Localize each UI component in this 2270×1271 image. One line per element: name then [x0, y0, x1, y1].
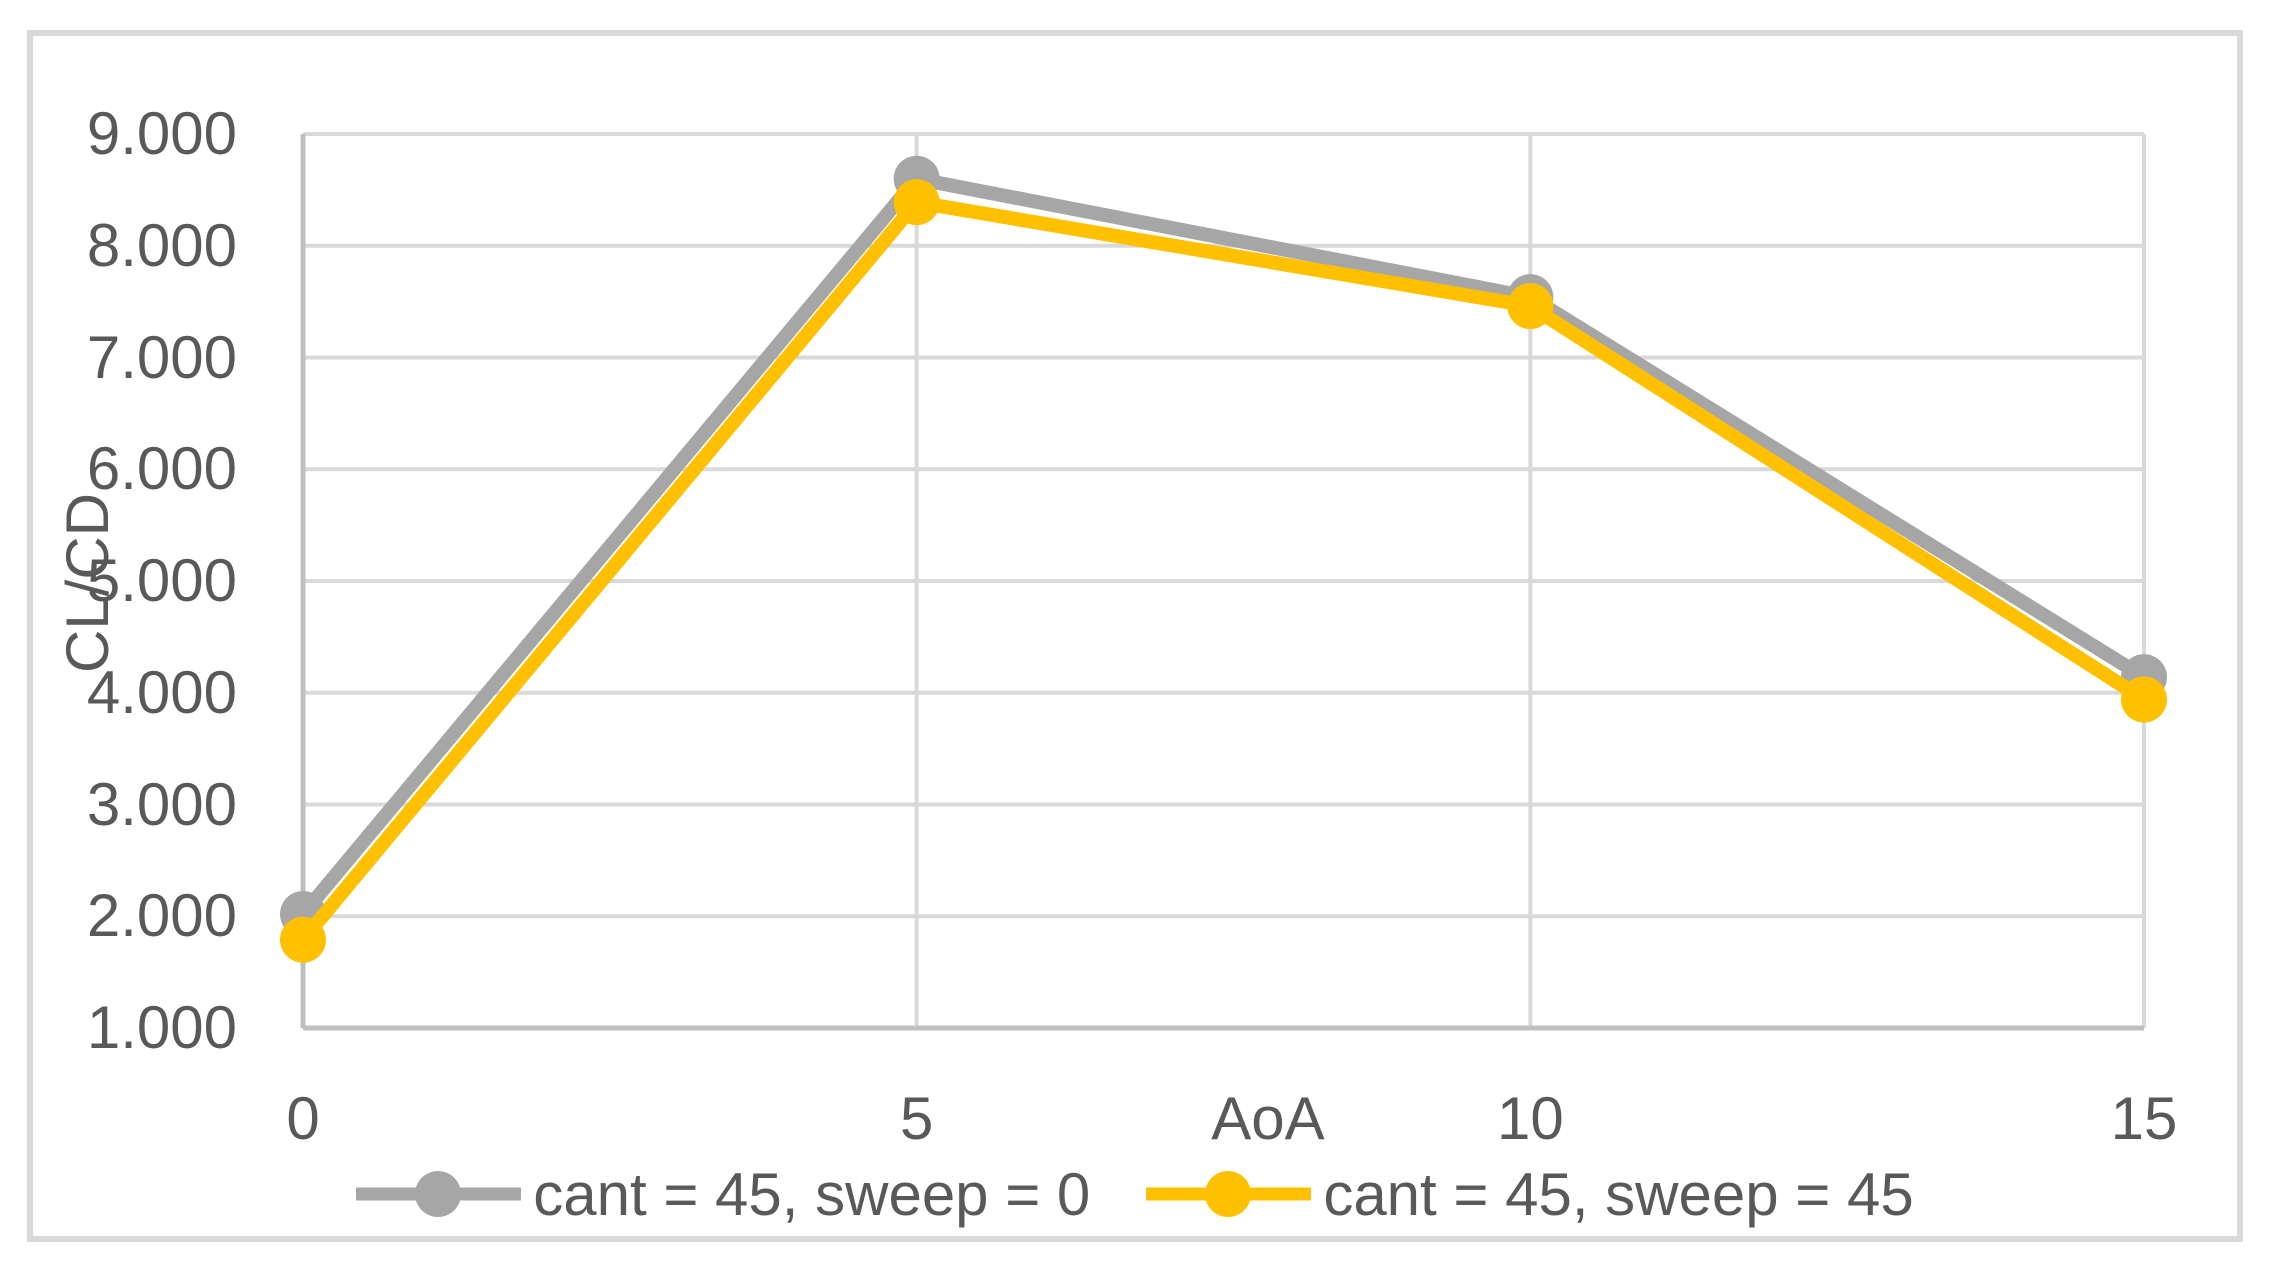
- y-tick-label: 1.000: [86, 994, 237, 1061]
- y-tick-label: 4.000: [86, 658, 237, 726]
- chart-border: [27, 30, 2243, 1242]
- y-tick-label: 6.000: [86, 435, 237, 503]
- series-line-0: [296, 171, 2151, 922]
- legend-point: [415, 1171, 462, 1217]
- y-tick-label: 2.000: [86, 882, 237, 950]
- y-axis-title: CL/CD: [54, 492, 121, 674]
- x-axis-title: AoA: [1211, 1085, 1325, 1152]
- y-tick-label: 5.000: [86, 547, 237, 614]
- series-line-1: [296, 195, 2151, 947]
- legend-entry-1: cant = 45, sweep = 45: [1146, 1160, 1914, 1229]
- x-tick-label: 10: [1496, 1085, 1564, 1152]
- legend-point: [1205, 1171, 1252, 1217]
- data-point-marker: [280, 916, 326, 963]
- x-tick-label: 15: [2110, 1085, 2178, 1152]
- legend-label: cant = 45, sweep = 0: [533, 1160, 1091, 1228]
- x-tick-label: 0: [286, 1085, 320, 1152]
- y-tick-label: 3.000: [86, 770, 237, 838]
- data-point-marker: [1507, 283, 1554, 330]
- legend: cant = 45, sweep = 0 cant = 45, sweep = 4…: [0, 1160, 2270, 1228]
- legend-marker-icon: [1146, 1171, 1312, 1217]
- legend-marker-icon: [356, 1171, 522, 1217]
- data-point-marker: [893, 179, 940, 226]
- y-tick-label: 9.000: [86, 100, 237, 167]
- data-point-marker: [2121, 676, 2167, 723]
- y-tick-label: 8.000: [86, 211, 237, 279]
- x-tick-label: 5: [899, 1085, 934, 1152]
- legend-entry-0: cant = 45, sweep = 0: [356, 1160, 1090, 1229]
- legend-label: cant = 45, sweep = 45: [1323, 1160, 1914, 1228]
- y-tick-label: 7.000: [86, 323, 237, 391]
